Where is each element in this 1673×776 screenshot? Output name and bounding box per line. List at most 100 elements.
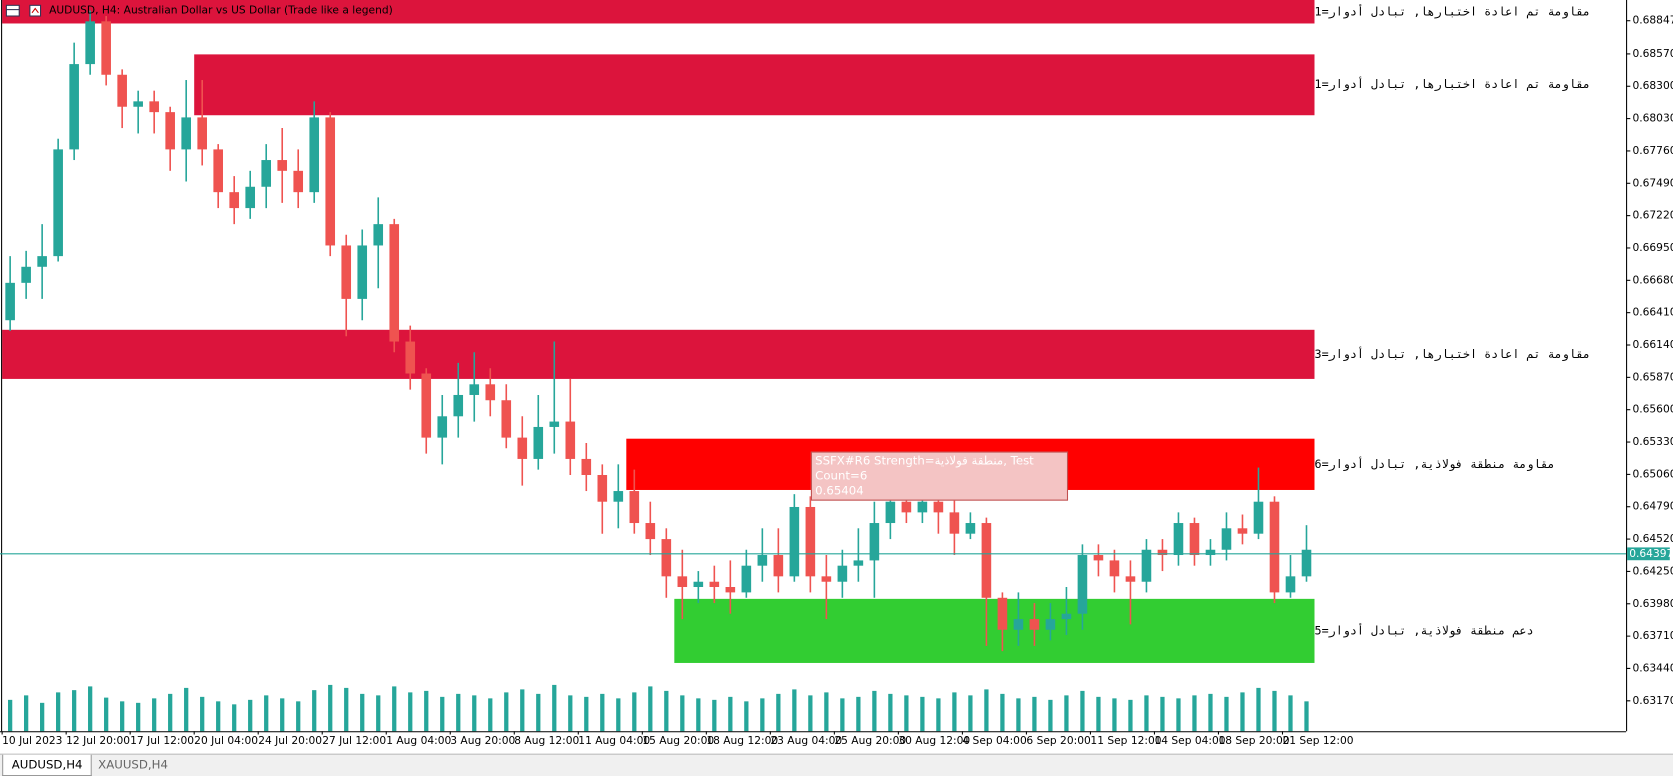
volume-bar xyxy=(984,689,989,732)
icon xyxy=(5,4,20,17)
volume-bar xyxy=(744,701,749,732)
y-tick-label: 0.66140 xyxy=(1632,338,1673,351)
candle-body xyxy=(37,256,47,267)
y-tick-label: 0.67490 xyxy=(1632,176,1673,189)
x-tick-label: 24 Jul 20:00 xyxy=(258,734,322,747)
volume-bar xyxy=(632,692,637,732)
candle-body xyxy=(149,101,159,113)
candle-body xyxy=(805,506,816,577)
volume-bar xyxy=(680,695,685,732)
volume-bar xyxy=(728,696,733,732)
zone xyxy=(194,54,1315,116)
tab[interactable]: AUDUSD,H4 xyxy=(2,754,93,776)
volume-bar xyxy=(152,698,157,732)
candle-body xyxy=(1253,501,1264,534)
chart-title: AUDUSD, H4: Australian Dollar vs US Doll… xyxy=(49,4,393,17)
y-tick-label: 0.64250 xyxy=(1632,564,1673,577)
y-tick-label: 0.63710 xyxy=(1632,629,1673,642)
candle-body xyxy=(501,400,512,438)
x-tick-label: 23 Aug 04:00 xyxy=(770,734,842,747)
volume-bar xyxy=(248,699,253,732)
candle-body xyxy=(69,64,79,150)
tab[interactable]: XAUUSD,H4 xyxy=(98,757,168,772)
zone-label: مقاومة منطقة فولاذية, تبادل أدوار=6 xyxy=(1314,457,1555,472)
zone-label: دعم منطقة فولاذية, تبادل أدوار=5 xyxy=(1314,623,1534,638)
x-tick-label: 18 Aug 12:00 xyxy=(706,734,778,747)
volume-bar xyxy=(840,698,845,732)
volume-bar xyxy=(1288,695,1293,732)
candle-body xyxy=(661,539,672,577)
candle-body xyxy=(533,426,544,459)
volume-bar xyxy=(1032,696,1037,732)
y-tick-label: 0.67220 xyxy=(1632,209,1673,222)
candle-body xyxy=(437,416,448,438)
zone-label: مقاومة تم اعادة اختبارها, تبادل أدوار=3 xyxy=(1314,347,1591,362)
candle-body xyxy=(677,576,688,588)
volume-bar xyxy=(504,692,509,732)
candle-body xyxy=(949,512,960,534)
volume-bar xyxy=(1160,696,1165,732)
icon xyxy=(29,4,42,17)
volume-bar xyxy=(456,693,461,732)
volume-bar xyxy=(136,702,141,732)
candle-body xyxy=(997,597,1008,630)
candle-body xyxy=(901,501,912,513)
volume-bar xyxy=(1080,690,1085,732)
volume-bar xyxy=(360,693,365,732)
candle-body xyxy=(1141,549,1152,582)
candle-body xyxy=(917,501,928,513)
candle-body xyxy=(373,224,384,246)
candle-body xyxy=(1285,576,1296,593)
y-tick-label: 0.63440 xyxy=(1632,661,1673,674)
candle-body xyxy=(325,117,336,246)
candle-body xyxy=(261,160,272,187)
candle-body xyxy=(549,421,560,427)
candle-body xyxy=(773,555,784,577)
volume-bar xyxy=(1208,693,1213,732)
x-tick-label: 25 Aug 20:00 xyxy=(834,734,906,747)
candle-body xyxy=(965,523,976,534)
volume-bar xyxy=(1096,696,1101,732)
candle-body xyxy=(613,491,624,502)
candle-body xyxy=(1205,549,1216,556)
candle-body xyxy=(309,117,320,193)
zone xyxy=(2,329,1315,379)
candle-body xyxy=(469,384,480,395)
y-tick-label: 0.68570 xyxy=(1632,47,1673,60)
candle-body xyxy=(1109,560,1120,577)
candle-body xyxy=(517,437,528,459)
volume-bar xyxy=(344,687,349,732)
candle-body xyxy=(197,117,207,150)
candle-body xyxy=(453,394,464,417)
zone-label: مقاومة تم اعادة اختبارها, تبادل أدوار=1 xyxy=(1314,4,1591,19)
volume-bar xyxy=(40,702,45,732)
volume-bar xyxy=(8,699,13,732)
x-tick-label: 14 Sep 04:00 xyxy=(1154,734,1225,747)
volume-bar xyxy=(600,693,605,732)
tooltip: SSFX#R6 Strength=منطقة فولاذية, Test Cou… xyxy=(810,451,1069,501)
candle-body xyxy=(341,245,352,299)
candle-body xyxy=(885,501,896,524)
candle-body xyxy=(357,245,368,299)
volume-bar xyxy=(216,701,221,732)
volume-bar xyxy=(712,699,717,732)
volume-bar xyxy=(1240,692,1245,732)
candle-body xyxy=(981,523,992,598)
volume-bar xyxy=(1224,696,1229,732)
y-tick-label: 0.68847 xyxy=(1632,14,1673,27)
current-price-box xyxy=(1627,547,1670,561)
volume-bar xyxy=(568,695,573,732)
volume-bar xyxy=(872,690,877,732)
candle-body xyxy=(581,458,592,475)
volume-bar xyxy=(1128,699,1133,732)
icon xyxy=(31,7,39,14)
tooltip-price: 0.65404 xyxy=(815,483,864,498)
current-price-label: 0.64397 xyxy=(1629,547,1673,560)
volume-bar xyxy=(488,698,493,732)
zone-label: مقاومة تم اعادة اختبارها, تبادل أدوار=1 xyxy=(1314,77,1591,92)
x-tick-label: 17 Jul 12:00 xyxy=(130,734,194,747)
candle-body xyxy=(101,21,111,75)
candle-body xyxy=(1029,619,1040,630)
candle-body xyxy=(565,421,576,459)
volume-bar xyxy=(376,695,381,732)
